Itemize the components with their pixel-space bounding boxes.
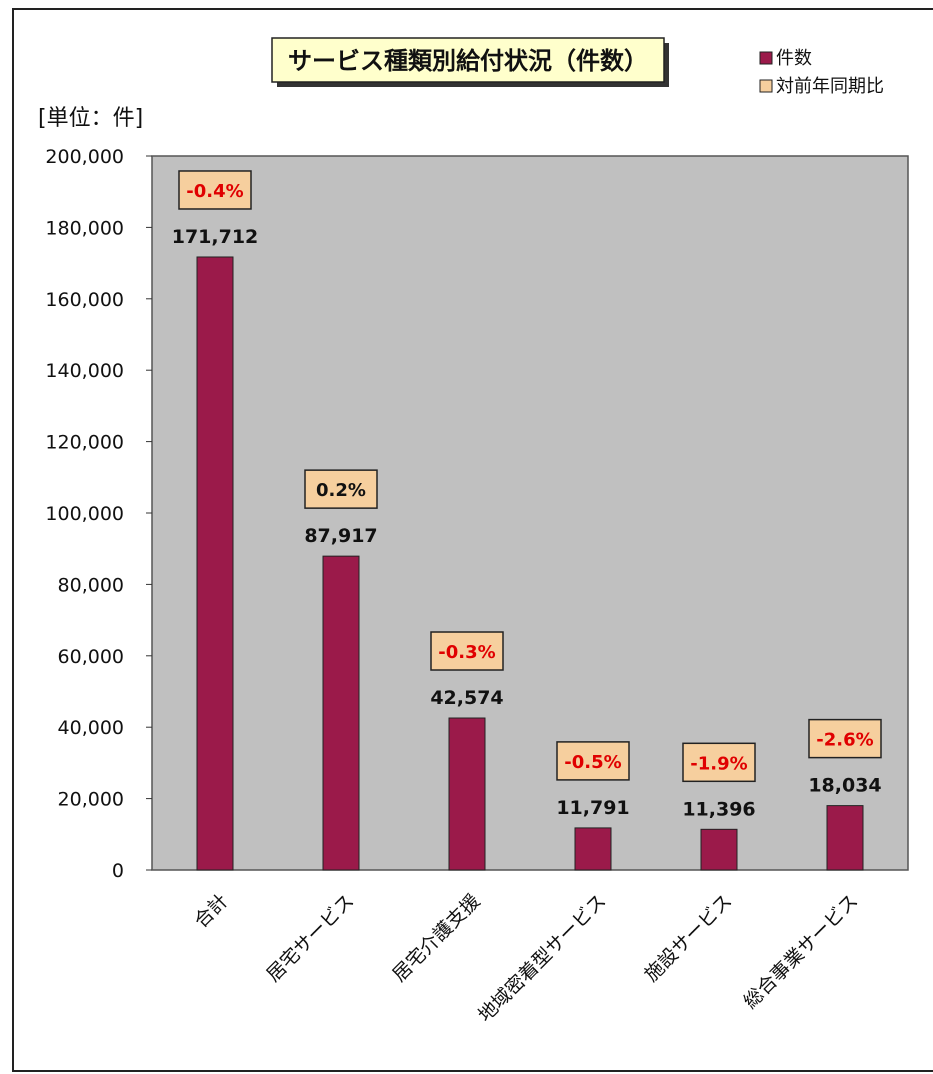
yoy-label: -1.9%: [690, 753, 747, 774]
bar: [826, 805, 864, 871]
bar: [574, 827, 612, 871]
bar-value-label: 18,034: [808, 775, 881, 797]
x-category-label: 総合事業サービス: [739, 890, 862, 1013]
yoy-label: -0.5%: [564, 752, 621, 773]
bar: [196, 256, 234, 871]
y-tick-label: 80,000: [58, 574, 124, 596]
y-tick-label: 140,000: [45, 360, 124, 382]
plot-area: [151, 155, 909, 871]
bar-value-label: 42,574: [430, 687, 503, 709]
yoy-box: [430, 631, 504, 671]
legend-swatch-count: [759, 51, 773, 65]
bar-value-label: 171,712: [172, 226, 259, 248]
yoy-label: -0.4%: [186, 181, 243, 202]
yoy-box: [682, 742, 756, 783]
yoy-box: [808, 718, 882, 759]
y-tick-label: 40,000: [58, 717, 124, 739]
x-category-label: 地域密着型サービス: [474, 890, 610, 1026]
y-tick-label: 60,000: [58, 646, 124, 668]
y-tick-label: 160,000: [45, 289, 124, 311]
bar-value-label: 11,396: [682, 798, 755, 820]
yoy-box: [304, 469, 378, 509]
x-category-label: 居宅サービス: [262, 890, 358, 986]
bar: [322, 555, 360, 871]
y-tick-label: 100,000: [45, 503, 124, 525]
x-category-label: 合計: [190, 890, 232, 932]
y-tick-label: 200,000: [45, 146, 124, 168]
y-tick-label: 180,000: [45, 217, 124, 239]
bar-value-label: 87,917: [304, 525, 377, 547]
x-category-label: 施設サービス: [640, 890, 736, 986]
legend-swatch-yoy: [759, 79, 773, 93]
yoy-label: -0.3%: [438, 642, 495, 663]
legend-label-count: 件数: [776, 48, 812, 69]
x-category-label: 居宅介護支援: [388, 890, 484, 986]
legend-label-yoy: 対前年同期比: [776, 76, 884, 97]
unit-label: [単位：件]: [38, 106, 143, 131]
y-tick-label: 20,000: [58, 789, 124, 811]
yoy-box: [178, 170, 252, 210]
bar: [448, 717, 486, 871]
yoy-label: -2.6%: [816, 730, 873, 751]
title-box: [271, 37, 665, 83]
yoy-label: 0.2%: [316, 480, 366, 501]
yoy-box: [556, 741, 630, 781]
y-tick-label: 120,000: [45, 432, 124, 454]
y-tick-label: 0: [112, 860, 124, 882]
bar-value-label: 11,791: [556, 797, 629, 819]
chart-title: サービス種類別給付状況（件数）: [288, 47, 648, 75]
bar: [700, 828, 738, 871]
